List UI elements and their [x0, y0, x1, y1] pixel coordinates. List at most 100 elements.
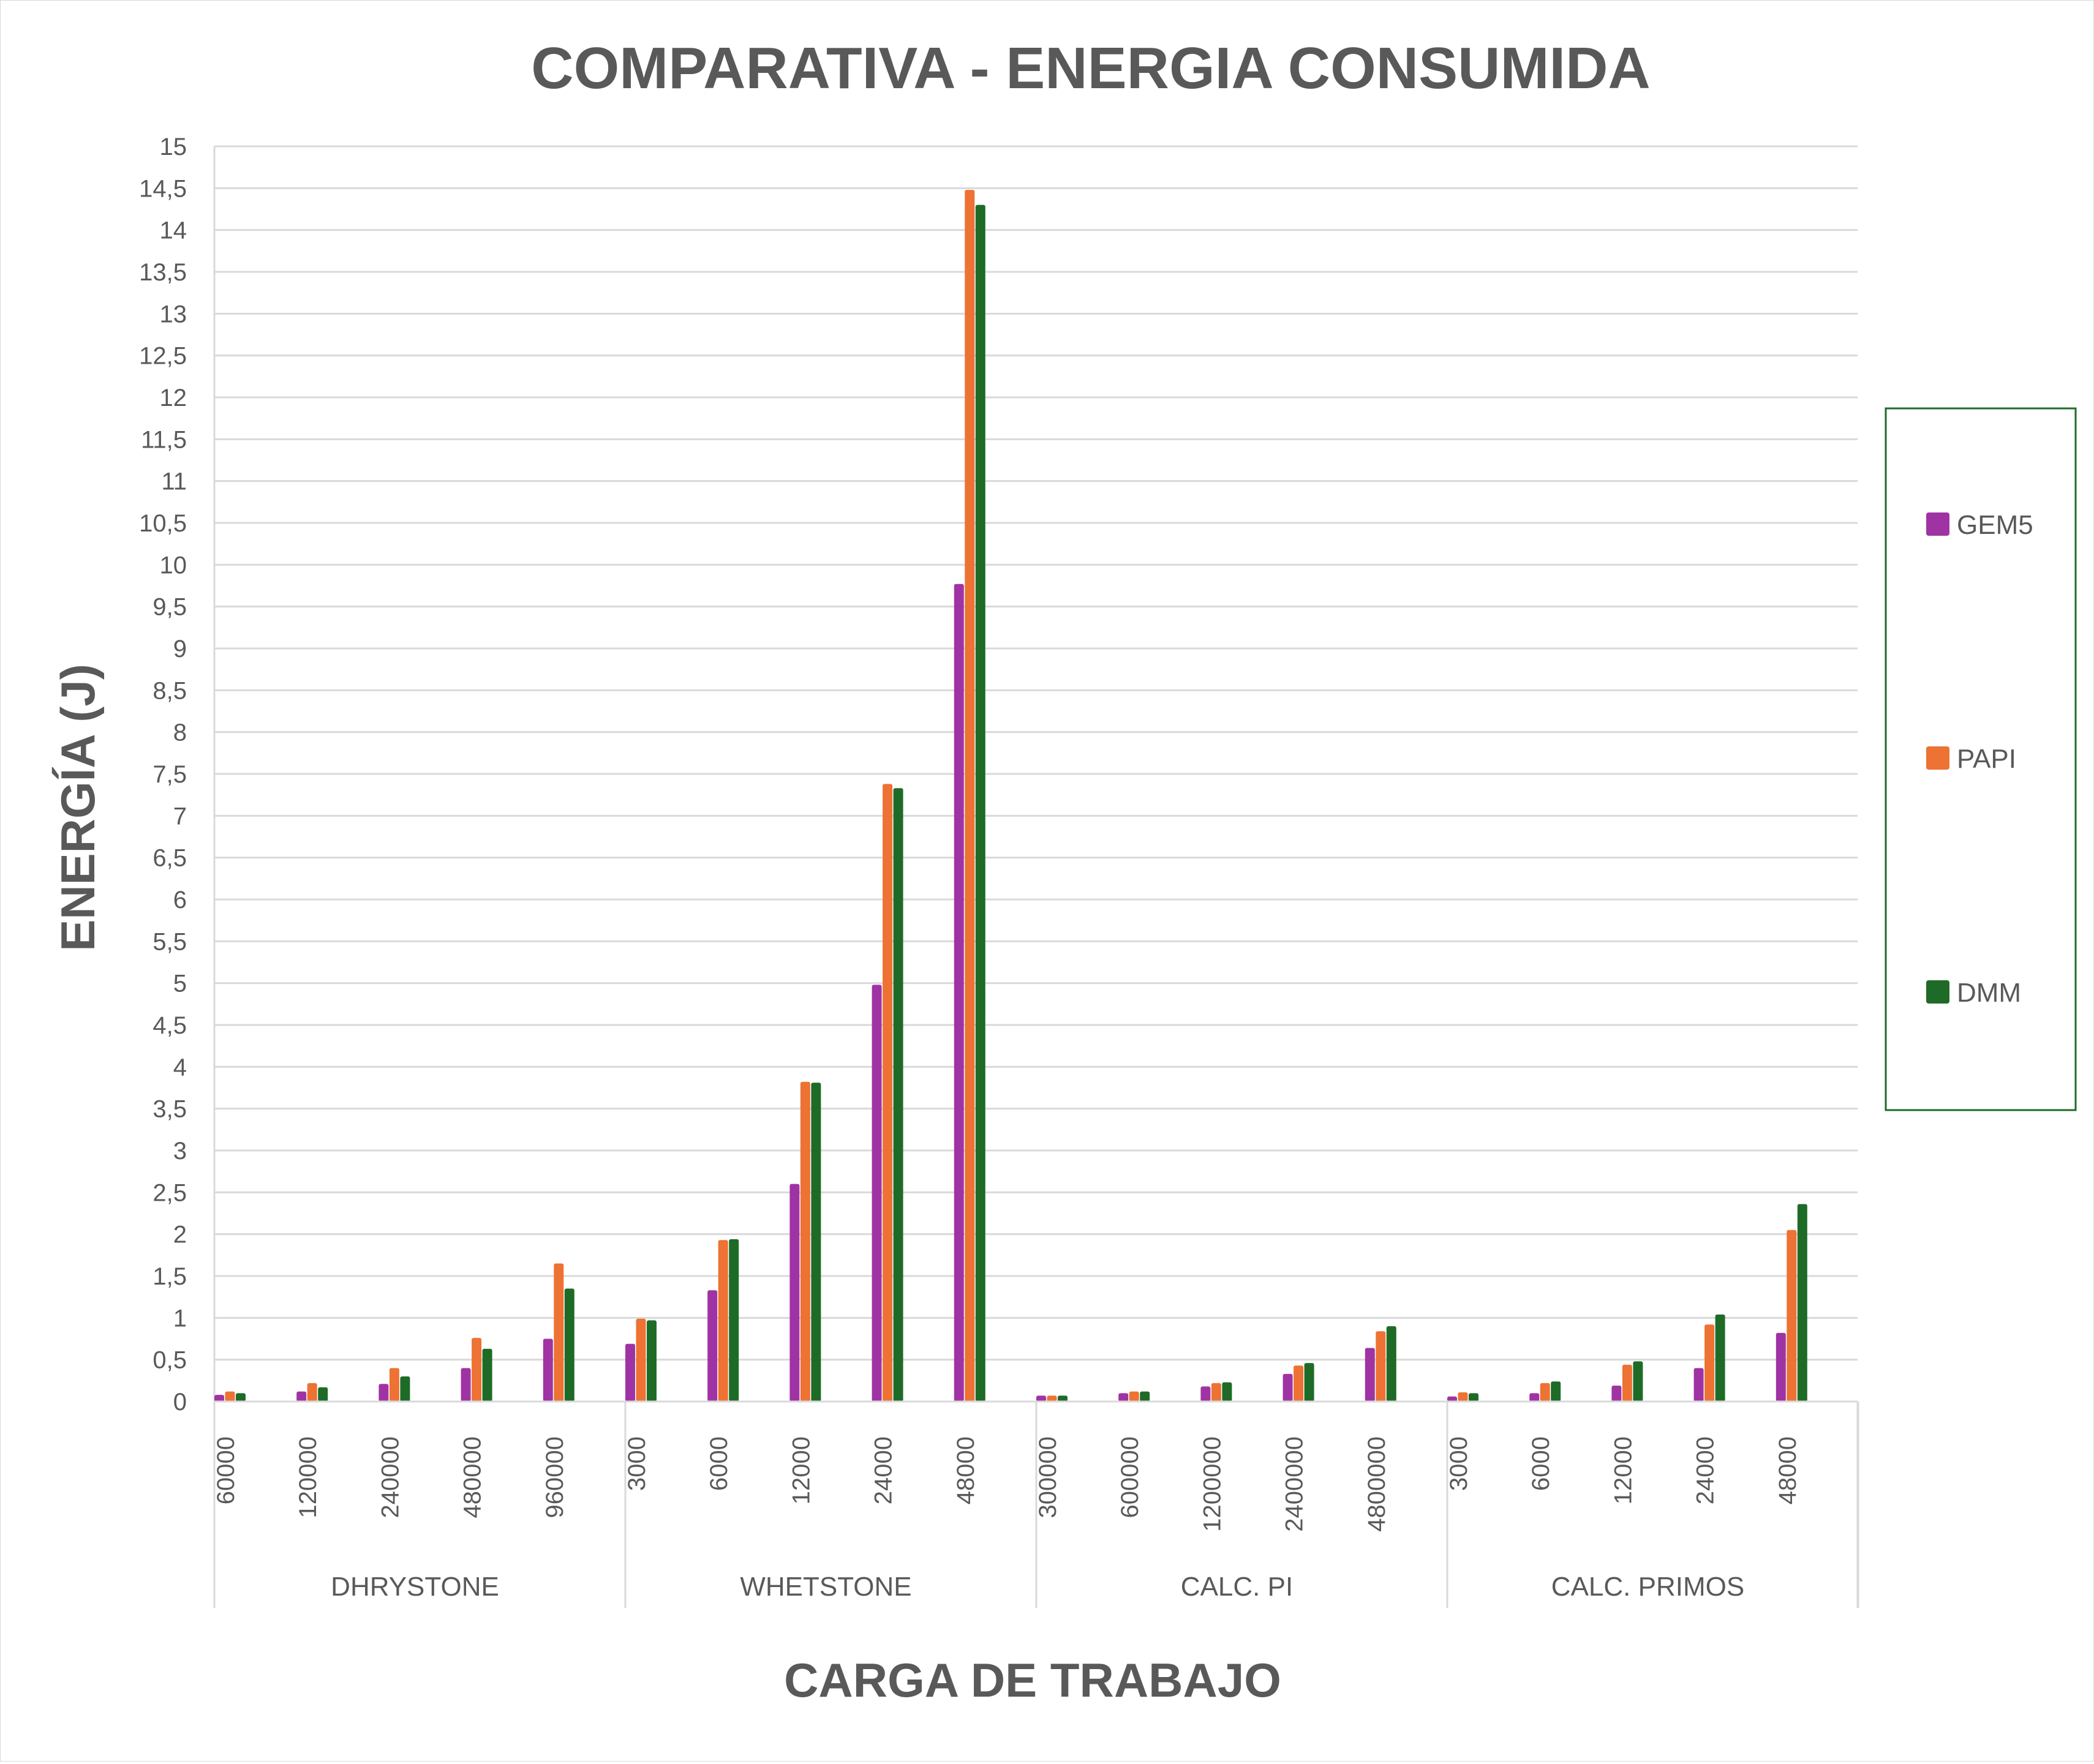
bar-dmm [1551, 1381, 1561, 1402]
y-tick-label: 9,5 [153, 594, 187, 621]
bar-gem5 [789, 1184, 800, 1402]
x-tick-label: 48000 [952, 1436, 979, 1504]
x-tick-label: 480000 [459, 1436, 486, 1518]
bar-dmm [647, 1320, 657, 1402]
y-tick-label: 8,5 [153, 677, 187, 704]
bar-gem5 [1529, 1393, 1540, 1402]
x-tick-label: 240000 [377, 1436, 404, 1518]
y-tick-label: 11,5 [141, 426, 187, 453]
bar-papi [1211, 1383, 1221, 1402]
y-axis-title: ENERGÍA (J) [51, 664, 105, 951]
bar-gem5 [1611, 1386, 1622, 1402]
x-tick-label: 24000 [1692, 1436, 1719, 1504]
x-tick-label: 60000 [213, 1436, 239, 1504]
bar-dmm [893, 788, 903, 1402]
bar-gem5 [1200, 1386, 1211, 1402]
legend-label-gem5: GEM5 [1957, 510, 2033, 540]
y-tick-label: 9 [173, 636, 187, 662]
bar-papi [1047, 1395, 1057, 1402]
y-tick-label: 13 [160, 301, 187, 328]
bar-gem5 [214, 1395, 224, 1402]
y-tick-label: 14,5 [139, 175, 187, 202]
x-tick-label: 6000 [706, 1436, 733, 1491]
bar-gem5 [296, 1391, 307, 1402]
bar-dmm [236, 1393, 246, 1402]
bar-dmm [1140, 1391, 1150, 1402]
y-tick-label: 4,5 [153, 1012, 187, 1039]
bar-gem5 [954, 584, 964, 1402]
bar-dmm [1633, 1361, 1643, 1402]
y-tick-label: 1 [173, 1305, 187, 1332]
y-tick-label: 3,5 [153, 1096, 187, 1123]
y-tick-label: 11 [161, 468, 187, 495]
bar-gem5 [461, 1368, 471, 1402]
bar-papi [1376, 1331, 1386, 1402]
x-tick-label: 600000 [1117, 1436, 1143, 1518]
bar-gem5 [625, 1343, 635, 1402]
legend-label-papi: PAPI [1957, 744, 2016, 774]
bar-papi [225, 1391, 235, 1402]
bar-papi [1294, 1365, 1304, 1402]
x-group-label: CALC. PI [1181, 1572, 1293, 1602]
bar-gem5 [707, 1290, 718, 1402]
bar-papi [472, 1338, 482, 1402]
bar-papi [389, 1368, 399, 1402]
y-tick-label: 12,5 [139, 343, 187, 370]
y-tick-label: 4 [173, 1054, 187, 1081]
y-tick-label: 7,5 [153, 761, 187, 788]
x-tick-label: 2400000 [1281, 1436, 1308, 1532]
x-tick-label: 1200000 [1199, 1436, 1226, 1532]
bar-papi [883, 784, 893, 1402]
bar-papi [554, 1263, 564, 1402]
bar-papi [800, 1081, 810, 1402]
bar-gem5 [1118, 1393, 1129, 1402]
bar-dmm [1386, 1326, 1396, 1402]
x-group-label: CALC. PRIMOS [1551, 1572, 1744, 1602]
bar-papi [1458, 1392, 1468, 1402]
x-group-label: DHRYSTONE [331, 1572, 499, 1602]
x-axis-title: CARGA DE TRABAJO [784, 1653, 1281, 1707]
bar-gem5 [1693, 1368, 1704, 1402]
bar-dmm [482, 1348, 492, 1402]
y-tick-label: 6,5 [153, 845, 187, 872]
y-tick-label: 1,5 [153, 1263, 187, 1290]
x-tick-label: 6000 [1527, 1436, 1554, 1491]
y-axis-tick-labels: 00,511,522,533,544,555,566,577,588,599,5… [139, 133, 187, 1416]
bar-dmm [1797, 1204, 1807, 1402]
legend-swatch-dmm [1926, 980, 1949, 1004]
bar-gem5 [1365, 1348, 1375, 1402]
y-tick-label: 10 [160, 552, 187, 579]
bar-papi [965, 190, 975, 1402]
bar-gem5 [1036, 1395, 1046, 1402]
x-tick-label: 960000 [541, 1436, 568, 1518]
bar-dmm [1058, 1395, 1068, 1402]
y-tick-label: 0 [173, 1389, 187, 1416]
y-tick-label: 15 [160, 133, 187, 160]
bar-gem5 [872, 985, 882, 1402]
legend-swatch-gem5 [1926, 512, 1949, 536]
x-tick-label: 300000 [1034, 1436, 1061, 1518]
y-tick-label: 12 [160, 385, 187, 411]
y-tick-label: 3 [173, 1138, 187, 1165]
x-tick-label: 24000 [870, 1436, 897, 1504]
bar-dmm [1222, 1382, 1232, 1402]
x-tick-label: 3000 [1445, 1436, 1472, 1491]
bar-dmm [729, 1239, 739, 1402]
x-group-label: WHETSTONE [740, 1572, 911, 1602]
x-axis: 60000 120000 240000 480000 960000 DHRYSTONE 30… [213, 1400, 1859, 1608]
bar-dmm [1469, 1393, 1478, 1402]
y-tick-label: 8 [173, 719, 187, 746]
x-tick-label: 12000 [1610, 1436, 1636, 1504]
bar-dmm [1304, 1363, 1314, 1402]
bar-papi [1129, 1391, 1139, 1402]
bar-papi [1622, 1364, 1632, 1402]
bar-papi [718, 1240, 728, 1402]
x-tick-label: 4800000 [1363, 1436, 1390, 1532]
y-tick-label: 2,5 [153, 1179, 187, 1206]
x-tick-label: 120000 [295, 1436, 322, 1518]
x-tick-label: 12000 [788, 1436, 815, 1504]
y-tick-label: 13,5 [139, 259, 187, 286]
x-tick-label: 48000 [1774, 1436, 1801, 1504]
y-tick-label: 10,5 [139, 510, 187, 537]
